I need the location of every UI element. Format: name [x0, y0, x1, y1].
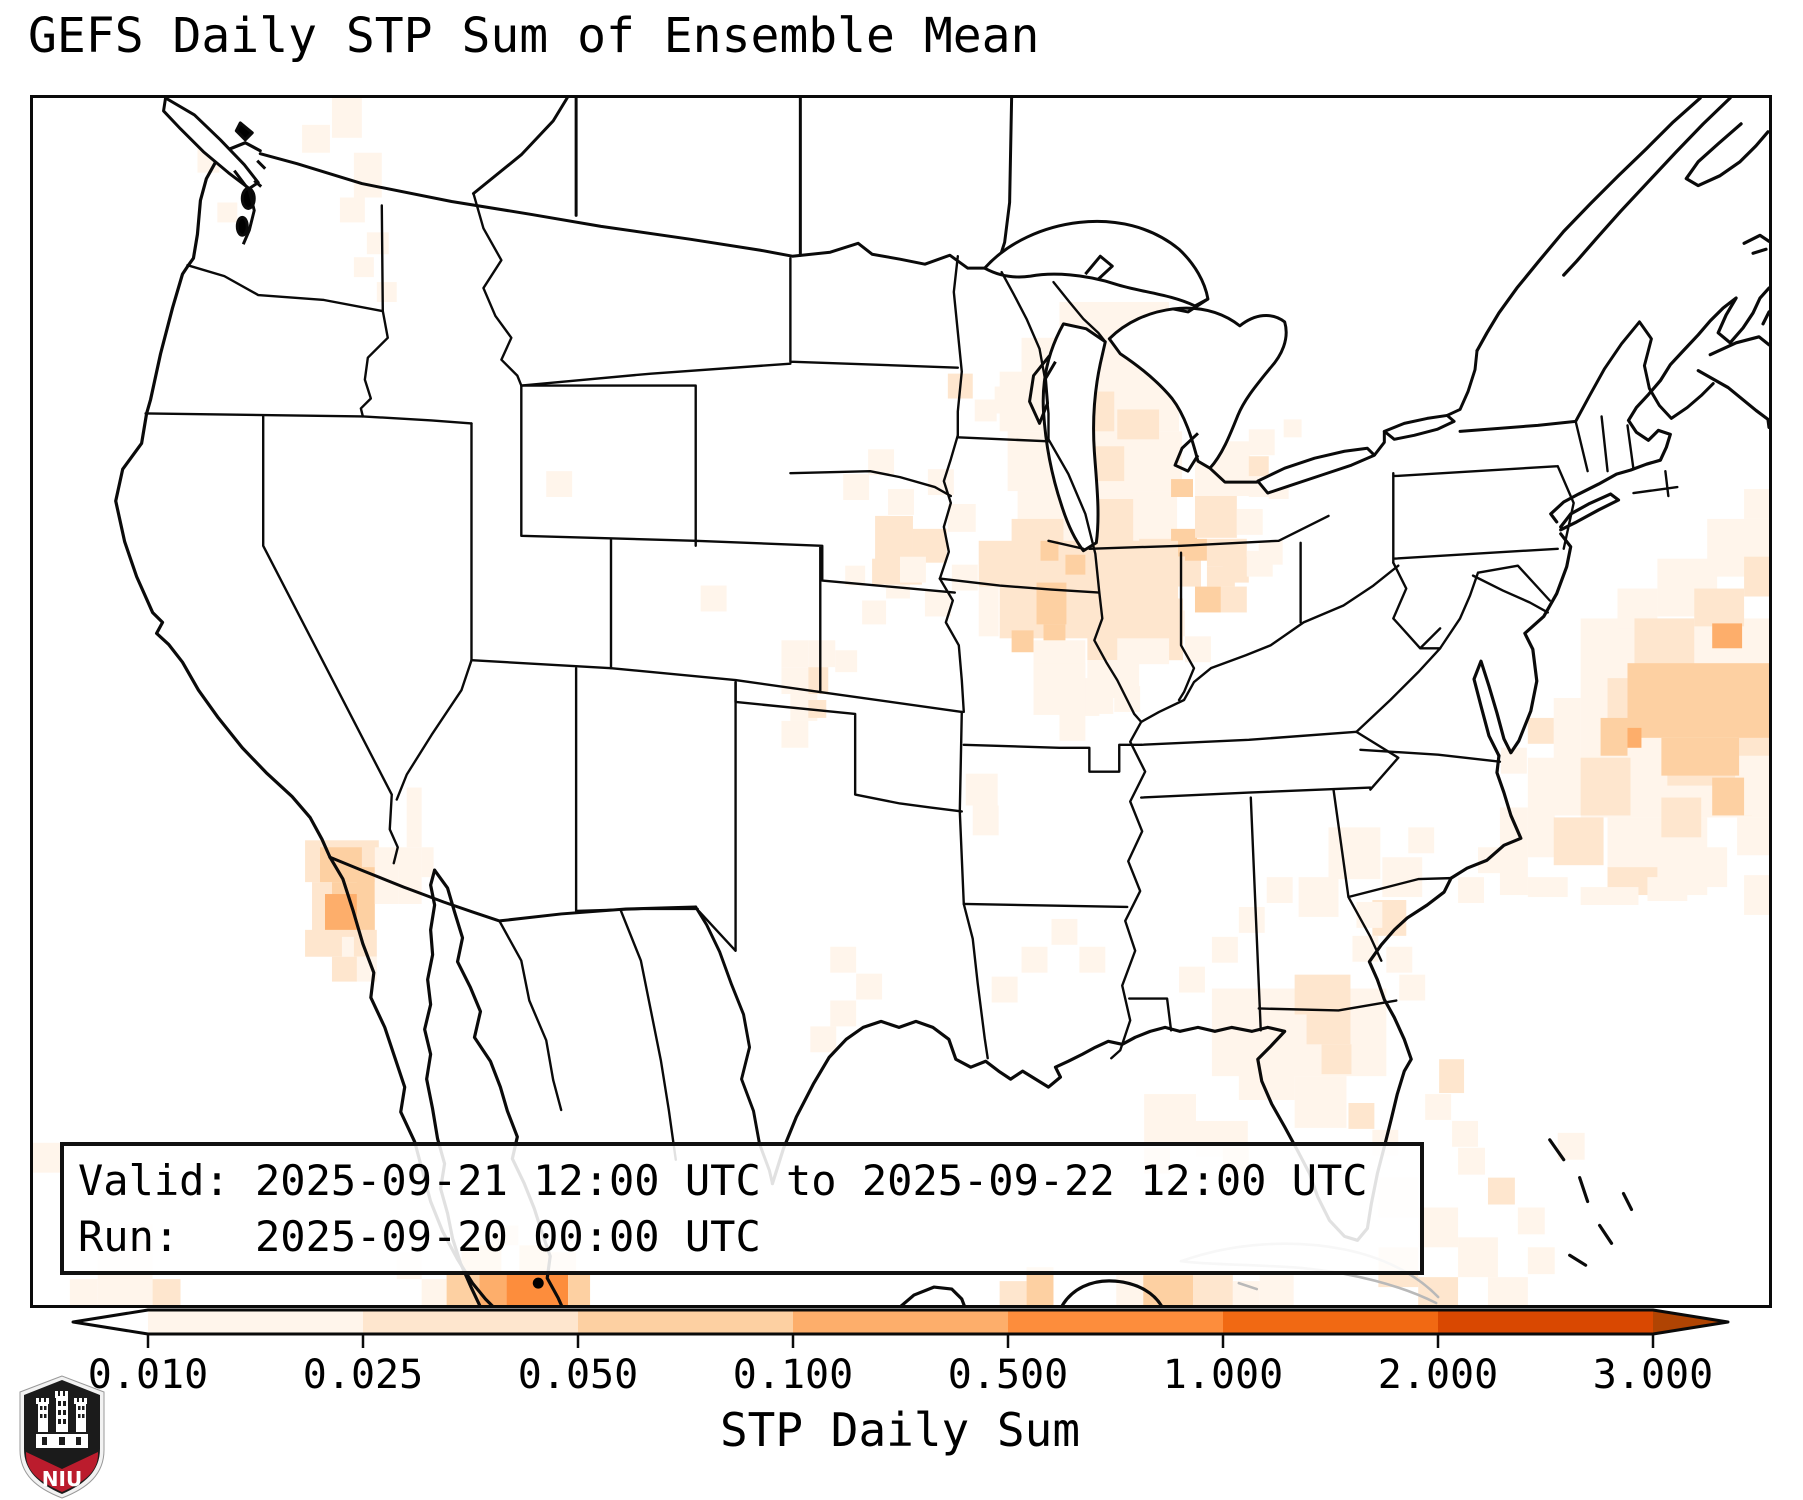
- svg-text:0.500: 0.500: [948, 1352, 1068, 1398]
- valid-run-info-box: Valid: 2025-09-21 12:00 UTC to 2025-09-2…: [60, 1142, 1424, 1275]
- pacific-northwest-islands: [162, 98, 267, 245]
- canada-border: [258, 98, 1715, 433]
- colorbar-axis-label: STP Daily Sum: [720, 1403, 1080, 1457]
- colorbar-ticks: [146, 1334, 1655, 1348]
- run-time-text: Run: 2025-09-20 00:00 UTC: [78, 1212, 761, 1261]
- colorbar-tick-labels: 0.010 0.025 0.050 0.100 0.500 1.000 2.000 3.000: [88, 1352, 1713, 1398]
- niu-logo-text: NIU: [42, 1467, 82, 1491]
- island-dot: [532, 1277, 544, 1289]
- us-weather-map: [33, 98, 1769, 1305]
- stp-shading-cells: [33, 98, 1769, 1305]
- colorbar: 0.010 0.025 0.050 0.100 0.500 1.000 2.000 3.000…: [71, 1308, 1730, 1457]
- niu-logo: NIU: [19, 1375, 105, 1499]
- svg-text:0.010: 0.010: [88, 1352, 208, 1398]
- svg-text:2.000: 2.000: [1378, 1352, 1498, 1398]
- svg-text:0.050: 0.050: [518, 1352, 638, 1398]
- niu-castle-windows: [40, 1401, 85, 1445]
- svg-text:0.025: 0.025: [303, 1352, 423, 1398]
- map-panel: [30, 95, 1772, 1308]
- valid-time-text: Valid: 2025-09-21 12:00 UTC to 2025-09-2…: [78, 1156, 1368, 1205]
- colorbar-segments: [71, 1308, 1730, 1336]
- svg-text:0.100: 0.100: [733, 1352, 853, 1398]
- state-borders: [144, 192, 1679, 1161]
- svg-text:3.000: 3.000: [1593, 1352, 1713, 1398]
- svg-text:1.000: 1.000: [1163, 1352, 1283, 1398]
- coastlines: [114, 98, 1769, 1305]
- mexico-border: [328, 855, 774, 1186]
- niu-red-chevron: [26, 1452, 98, 1492]
- page-title: GEFS Daily STP Sum of Ensemble Mean: [28, 8, 1040, 64]
- great-lakes: [983, 219, 1456, 553]
